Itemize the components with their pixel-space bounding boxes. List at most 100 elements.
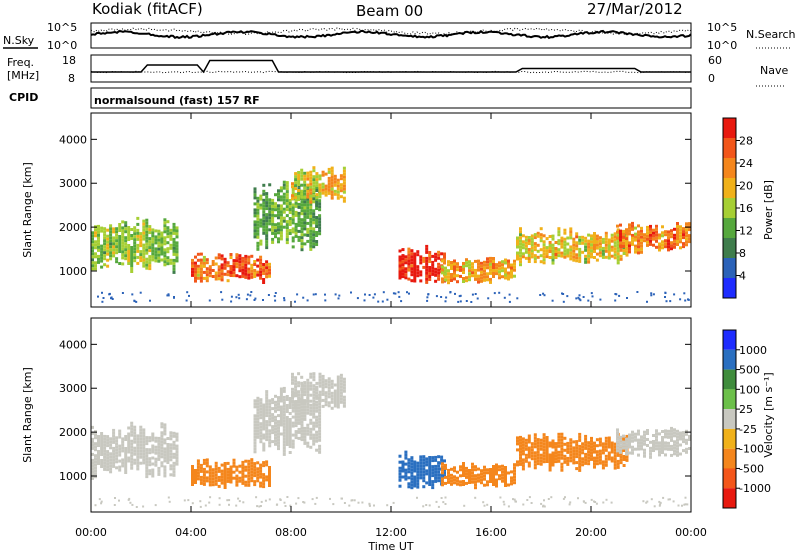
scatter-cell — [259, 401, 263, 405]
scatter-cell — [527, 455, 531, 459]
scatter-cell — [279, 198, 283, 202]
colorbar-cell — [723, 488, 736, 508]
scatter-cell — [575, 232, 579, 236]
scatter-cell — [274, 442, 277, 446]
scatter-cell — [191, 258, 194, 262]
scatter-cell — [495, 478, 498, 482]
scatter-cell — [444, 463, 447, 467]
scatter-cell — [483, 468, 486, 472]
scatter-cell — [486, 503, 489, 506]
scatter-cell — [312, 184, 316, 188]
scatter-cell — [115, 448, 119, 452]
colorbar-cell — [723, 198, 736, 218]
scatter-cell — [373, 504, 375, 507]
scatter-cell — [560, 444, 564, 448]
scatter-cell — [274, 214, 277, 218]
scatter-cell — [664, 291, 667, 294]
scatter-cell — [533, 233, 537, 237]
scatter-cell — [507, 262, 510, 266]
scatter-cell — [637, 444, 640, 448]
scatter-cell — [634, 435, 637, 439]
scatter-cell — [601, 237, 605, 241]
scatter-cell — [615, 293, 618, 296]
scatter-cell — [112, 245, 116, 249]
scatter-cell — [288, 406, 292, 409]
scatter-cell — [294, 198, 298, 202]
scatter-cell — [640, 235, 643, 239]
scatter-cell — [253, 202, 257, 206]
scatter-cell — [332, 503, 335, 506]
scatter-cell — [434, 252, 438, 256]
scatter-cell — [640, 241, 643, 245]
scatter-cell — [208, 483, 212, 487]
scatter-cell — [428, 471, 432, 474]
scatter-cell — [136, 231, 140, 235]
scatter-cell — [291, 236, 295, 240]
scatter-cell — [401, 469, 405, 473]
scatter-cell — [265, 432, 269, 436]
scatter-cell — [166, 455, 170, 458]
scatter-cell — [465, 264, 468, 268]
scatter-cell — [489, 471, 492, 474]
scatter-cell — [235, 465, 239, 469]
scatter-cell — [450, 273, 453, 276]
scatter-cell — [318, 414, 322, 418]
scatter-cell — [265, 243, 269, 247]
scatter-cell — [551, 439, 555, 443]
scatter-cell — [100, 500, 103, 503]
scatter-cell — [256, 229, 260, 233]
scatter-cell — [622, 440, 625, 444]
scatter-cell — [217, 466, 221, 470]
scatter-cell — [157, 457, 161, 461]
scatter-cell — [103, 458, 107, 462]
scatter-cell — [142, 231, 146, 235]
scatter-cell — [655, 245, 658, 249]
scatter-cell — [303, 212, 307, 216]
scatter-cell — [521, 449, 525, 453]
scatter-cell — [115, 245, 119, 249]
scatter-cell — [401, 272, 405, 276]
scatter-cell — [169, 243, 173, 247]
scatter-cell — [610, 450, 614, 454]
scatter-cell — [661, 430, 664, 433]
scatter-cell — [516, 448, 519, 452]
scatter-cell — [226, 461, 230, 465]
scatter-cell — [97, 248, 100, 252]
scatter-cell — [259, 273, 263, 277]
scatter-cell — [501, 476, 504, 480]
scatter-cell — [539, 456, 543, 460]
scatter-cell — [256, 235, 260, 239]
scatter-cell — [566, 459, 570, 463]
scatter-cell — [262, 231, 266, 235]
scatter-cell — [350, 499, 353, 502]
scatter-cell — [265, 420, 269, 424]
scatter-cell — [598, 248, 602, 252]
scatter-cell — [303, 221, 307, 225]
scatter-cell — [542, 460, 546, 464]
scatter-cell — [569, 233, 573, 237]
scatter-cell — [598, 443, 602, 447]
scatter-cell — [124, 471, 128, 474]
scatter-cell — [199, 463, 203, 467]
scatter-cell — [288, 205, 292, 208]
scatter-cell — [309, 217, 313, 221]
scatter-cell — [279, 186, 283, 190]
scatter-cell — [652, 237, 655, 241]
scatter-cell — [267, 294, 270, 296]
scatter-cell — [157, 241, 161, 245]
scatter-cell — [398, 267, 402, 271]
scatter-cell — [330, 400, 334, 404]
scatter-cell — [527, 236, 531, 239]
scatter-cell — [265, 438, 269, 442]
scatter-cell — [221, 298, 224, 301]
scatter-cell — [330, 406, 334, 410]
scatter-cell — [163, 426, 167, 430]
scatter-cell — [300, 435, 304, 439]
scatter-cell — [425, 271, 429, 275]
scatter-cell — [309, 173, 313, 177]
scatter-cell — [297, 220, 301, 224]
scatter-cell — [682, 242, 685, 246]
scatter-cell — [483, 477, 486, 481]
scatter-cell — [524, 250, 528, 254]
scatter-cell — [142, 431, 146, 435]
